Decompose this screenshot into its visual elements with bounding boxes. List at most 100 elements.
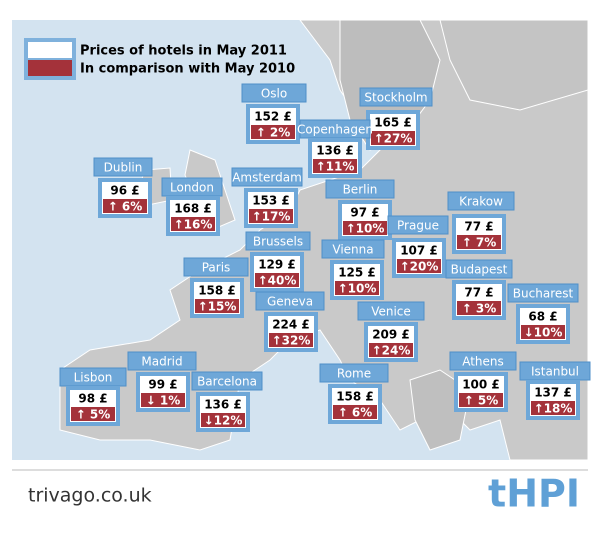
city-name: Stockholm [364,91,427,105]
change-bg [521,325,565,339]
change: ↓12% [204,414,243,428]
change-bg [343,221,387,235]
city: Oslo 152 £ ↑ 2% [241,83,307,144]
price: 136 £ [316,144,354,158]
city-name: Oslo [261,87,287,101]
city-name: Vienna [332,243,373,257]
change-bg [335,281,379,295]
legend-change: In comparison with May 2010 [80,62,295,77]
city: Paris 158 £ ↑15% [183,257,249,318]
city: Barcelona 136 £ ↓12% [191,371,263,432]
city-name: London [170,181,214,195]
city-label-bg [507,283,579,303]
city: Budapest 77 £ ↑ 3% [445,259,513,320]
city-label-bg [319,363,389,383]
change: ↓10% [524,326,563,340]
price: 152 £ [254,110,292,124]
change-bg [397,259,441,273]
city: Rome 158 £ ↑ 6% [319,363,389,424]
brand: tHPI [488,472,580,516]
city-name: Istanbul [531,365,579,379]
change-bg [371,131,415,145]
city-name: Bucharest [513,287,574,301]
change-bg [459,393,503,407]
price: 77 £ [464,220,493,234]
change: ↑15% [198,300,237,314]
city: Brussels 129 £ ↑40% [245,231,311,292]
change: ↑27% [374,132,413,146]
change: ↑10% [338,282,377,296]
price: 209 £ [372,328,410,342]
change-bg [103,199,147,213]
city-name: Madrid [141,355,182,369]
city: Madrid 99 £ ↓ 1% [127,351,197,412]
city-name: Berlin [343,183,378,197]
price: 136 £ [204,398,242,412]
change: ↓ 1% [146,394,181,408]
change-bg [457,235,501,249]
change-bg [531,401,575,415]
city-label-bg [255,291,325,311]
city-label-bg [93,157,153,177]
city-name: Copenhagen [297,123,373,137]
city-name: Brussels [253,235,303,249]
price: 100 £ [462,378,500,392]
city-name: Budapest [451,263,508,277]
change-bg [141,393,185,407]
city: Vienna 125 £ ↑10% [321,239,385,300]
change: ↑ 5% [464,394,499,408]
change-bg [333,405,377,419]
change-bg [201,413,245,427]
city: Berlin 97 £ ↑10% [325,179,395,240]
price: 165 £ [374,116,412,130]
change-bg [457,301,501,315]
city-name: Athens [462,355,504,369]
city-name: Lisbon [74,371,113,385]
change-bg [171,217,215,231]
price: 99 £ [148,378,177,392]
city-label-bg [449,351,517,371]
city-label-bg [241,83,307,103]
legend-price-swatch [28,42,72,58]
city: Lisbon 98 £ ↑ 5% [59,367,127,426]
city: London 168 £ ↑16% [161,177,223,236]
city-name: Amsterdam [232,171,302,185]
city: Amsterdam 153 £ ↑17% [231,167,303,228]
change: ↑24% [372,344,411,358]
price: 168 £ [174,202,212,216]
price: 68 £ [528,310,557,324]
change: ↑11% [316,160,355,174]
change: ↑ 7% [462,236,497,250]
change: ↑17% [252,210,291,224]
city-label-bg [321,239,385,259]
change: ↑16% [174,218,213,232]
change-bg [249,209,293,223]
city-label-bg [231,167,303,187]
change-bg [195,299,239,313]
price: 158 £ [336,390,374,404]
city-name: Rome [337,367,371,381]
price: 224 £ [272,318,310,332]
change: ↑ 2% [256,126,291,140]
city-name: Paris [202,261,231,275]
change: ↑ 5% [76,408,111,422]
city: Istanbul 137 £ ↑18% [519,361,591,420]
price: 98 £ [78,392,107,406]
city-label-bg [387,215,449,235]
city-name: Barcelona [197,375,257,389]
price: 107 £ [400,244,438,258]
price: 158 £ [198,284,236,298]
change-bg [313,159,357,173]
price: 97 £ [350,206,379,220]
change: ↑10% [346,222,385,236]
legend-change-swatch [28,60,72,76]
source: trivago.co.uk [28,485,152,507]
legend-price: Prices of hotels in May 2011 [80,44,287,59]
change: ↑32% [272,334,311,348]
change: ↑ 6% [108,200,143,214]
change: ↑40% [258,274,297,288]
city: Stockholm 165 £ ↑27% [359,87,433,150]
city-label-bg [357,301,425,321]
